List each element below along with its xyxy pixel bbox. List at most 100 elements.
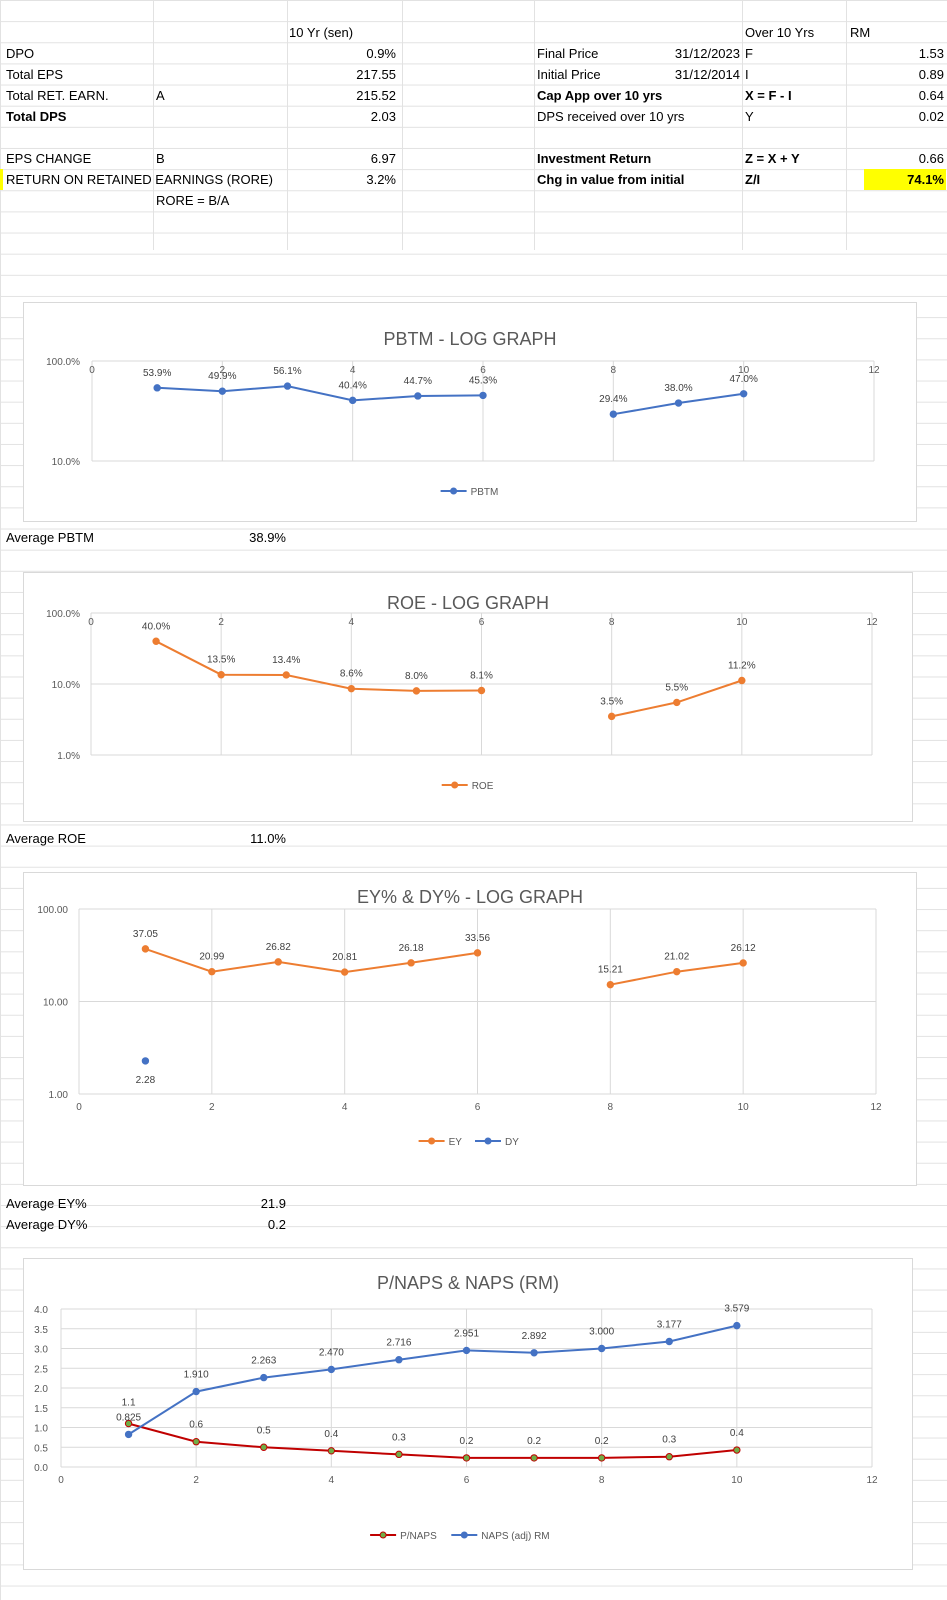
over-10-yrs-header: Over 10 Yrs xyxy=(745,25,815,40)
y-tick-label: 3.5 xyxy=(34,1325,48,1336)
data-label: 29.4% xyxy=(599,394,627,405)
chg-value-label: Chg in value from initial xyxy=(537,172,685,187)
final-price-value: 1.53 xyxy=(918,46,944,61)
x-tick-label: 6 xyxy=(480,365,486,376)
x-tick-label: 2 xyxy=(220,365,226,376)
data-point xyxy=(473,949,482,957)
legend-item: EY xyxy=(418,1137,462,1148)
data-point xyxy=(407,959,415,967)
data-point xyxy=(282,671,290,679)
data-label: 33.56 xyxy=(465,933,490,944)
total-ret-earn-ref: A xyxy=(156,88,165,103)
initial-price-value: 0.89 xyxy=(918,67,944,82)
investment-return-label: Investment Return xyxy=(537,151,652,166)
dps-received-label: DPS received over 10 yrs xyxy=(537,109,685,124)
data-point xyxy=(739,390,748,398)
data-point xyxy=(141,1057,150,1065)
y-tick-label: 4.0 xyxy=(34,1305,48,1316)
y-tick-label: 0.0 xyxy=(34,1463,48,1474)
x-tick-label: 0 xyxy=(89,365,95,376)
y-tick-label: 100.0% xyxy=(46,609,80,620)
final-price-date: 31/12/2023 xyxy=(674,46,740,61)
cap-app-code: X = F - I xyxy=(745,88,792,103)
legend-marker xyxy=(428,1137,436,1145)
data-label: 15.21 xyxy=(598,965,623,976)
eps-change-label: EPS CHANGE xyxy=(6,151,92,166)
data-point xyxy=(260,1443,268,1451)
data-label: 21.02 xyxy=(664,952,689,963)
data-label: 5.5% xyxy=(665,682,688,693)
average-dy-value: 0.2 xyxy=(267,1217,286,1232)
ey-dy-chart-svg: EY% & DY% - LOG GRAPH 100.00 10.00 1.00 0 2 4 6… xyxy=(37,887,882,1148)
average-ey-label: Average EY% xyxy=(6,1196,87,1211)
data-label: 56.1% xyxy=(273,366,301,377)
x-tick-label: 12 xyxy=(866,617,878,628)
data-label: 8.6% xyxy=(340,669,363,680)
x-tick-label: 10 xyxy=(731,1475,743,1486)
x-tick-label: 8 xyxy=(608,1102,614,1113)
x-tick-label: 12 xyxy=(870,1102,882,1113)
data-point xyxy=(274,958,282,966)
pnaps-naps-chart-svg: P/NAPS & NAPS (RM) 4.0 3.5 3.0 2.5 2.0 1.5 1.0 0… xyxy=(34,1273,878,1542)
pbtm-chart-svg: PBTM - LOG GRAPH 100.0% 10.0% 0 2 4 6 8 10 12 53.9… xyxy=(46,329,880,498)
y-tick-label: 1.0% xyxy=(57,751,80,762)
eps-change-value: 6.97 xyxy=(370,151,396,166)
data-point xyxy=(217,671,225,679)
data-point xyxy=(218,387,227,395)
data-label: 26.82 xyxy=(266,942,291,953)
series-line-naps-adj-rm xyxy=(128,1324,738,1436)
data-point xyxy=(414,392,422,400)
data-label: 3.5% xyxy=(600,696,623,707)
data-label: 2.263 xyxy=(251,1356,276,1367)
pnaps-naps-chart: P/NAPS & NAPS (RM) 4.0 3.5 3.0 2.5 2.0 1.5 1.0 0… xyxy=(23,1258,913,1570)
final-price-label: Final Price xyxy=(537,46,599,61)
y-tick-label: 100.0% xyxy=(46,357,80,368)
x-tick-label: 4 xyxy=(342,1102,348,1113)
y-tick-label: 1.5 xyxy=(34,1404,48,1415)
eps-change-ref: B xyxy=(156,151,165,166)
chart-title: PBTM - LOG GRAPH xyxy=(383,329,556,349)
y-tick-label: 0.5 xyxy=(34,1443,48,1454)
average-pbtm-label: Average PBTM xyxy=(6,530,94,545)
average-pbtm-value: 38.9% xyxy=(249,530,286,545)
data-label: 3.177 xyxy=(657,1320,682,1331)
chg-value-code: Z/I xyxy=(745,172,761,187)
y-tick-label: 10.0% xyxy=(52,680,80,691)
data-label: 13.5% xyxy=(207,655,235,666)
data-point xyxy=(733,1446,741,1454)
x-tick-label: 4 xyxy=(329,1475,335,1486)
legend-item: DY xyxy=(475,1137,519,1148)
series-line-p-naps xyxy=(128,1422,737,1459)
data-label: 0.2 xyxy=(527,1436,541,1447)
data-point xyxy=(606,980,615,989)
x-tick-label: 4 xyxy=(349,617,355,628)
legend-label: DY xyxy=(505,1137,519,1148)
data-label: 0.2 xyxy=(595,1436,609,1447)
initial-price-label: Initial Price xyxy=(537,67,601,82)
total-ret-earn-value: 215.52 xyxy=(356,88,396,103)
x-tick-label: 12 xyxy=(868,365,880,376)
data-label: 40.0% xyxy=(142,621,170,632)
data-point xyxy=(739,959,747,967)
data-label: 13.4% xyxy=(272,655,300,666)
legend-label: NAPS (adj) RM xyxy=(481,1531,549,1542)
legend-marker xyxy=(484,1137,492,1145)
data-point xyxy=(260,1373,268,1382)
data-point xyxy=(124,1430,133,1439)
data-label: 0.5 xyxy=(257,1425,271,1436)
rore-formula: RORE = B/A xyxy=(156,193,230,208)
data-point xyxy=(530,1349,538,1357)
legend-item: NAPS (adj) RM xyxy=(451,1531,550,1542)
data-point xyxy=(607,712,616,721)
legend-marker xyxy=(379,1531,387,1539)
data-label: 40.4% xyxy=(338,380,366,391)
legend-item: PBTM xyxy=(440,487,498,498)
initial-price-code: I xyxy=(745,67,749,82)
data-point xyxy=(124,1419,133,1428)
data-point xyxy=(530,1454,538,1462)
initial-price-date: 31/12/2014 xyxy=(674,67,740,82)
legend-item: ROE xyxy=(441,781,494,792)
data-point xyxy=(673,967,681,976)
investment-return-value: 0.66 xyxy=(918,151,944,166)
data-point xyxy=(462,1346,471,1355)
